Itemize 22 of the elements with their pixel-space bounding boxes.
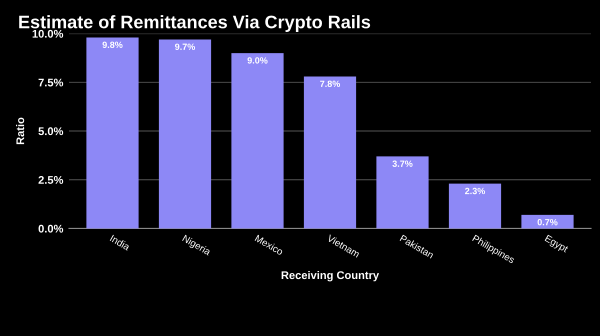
bar <box>231 53 284 228</box>
bar <box>376 156 429 228</box>
data-label: 3.7% <box>392 160 413 167</box>
bar <box>521 214 574 228</box>
y-tick-label: 10.0% <box>32 30 64 38</box>
y-tick-label: 0.0% <box>38 224 64 233</box>
data-label: 7.8% <box>320 80 340 87</box>
data-label: 9.0% <box>248 57 268 64</box>
bar <box>448 184 502 228</box>
x-axis-title: Receiving Country <box>282 270 380 282</box>
y-tick-label: 5.0% <box>38 127 64 136</box>
data-label: 9.8% <box>102 42 123 48</box>
y-axis-title: Ratio <box>16 118 24 144</box>
bar <box>86 38 139 228</box>
data-label: 0.7% <box>538 218 558 226</box>
bar <box>304 76 356 228</box>
data-label: 2.3% <box>465 188 486 194</box>
y-tick-label: 2.5% <box>38 176 64 184</box>
x-tick-label: India <box>110 234 131 251</box>
bar <box>158 39 212 228</box>
data-label: 9.7% <box>175 44 196 50</box>
y-tick-label: 7.5% <box>38 78 64 86</box>
